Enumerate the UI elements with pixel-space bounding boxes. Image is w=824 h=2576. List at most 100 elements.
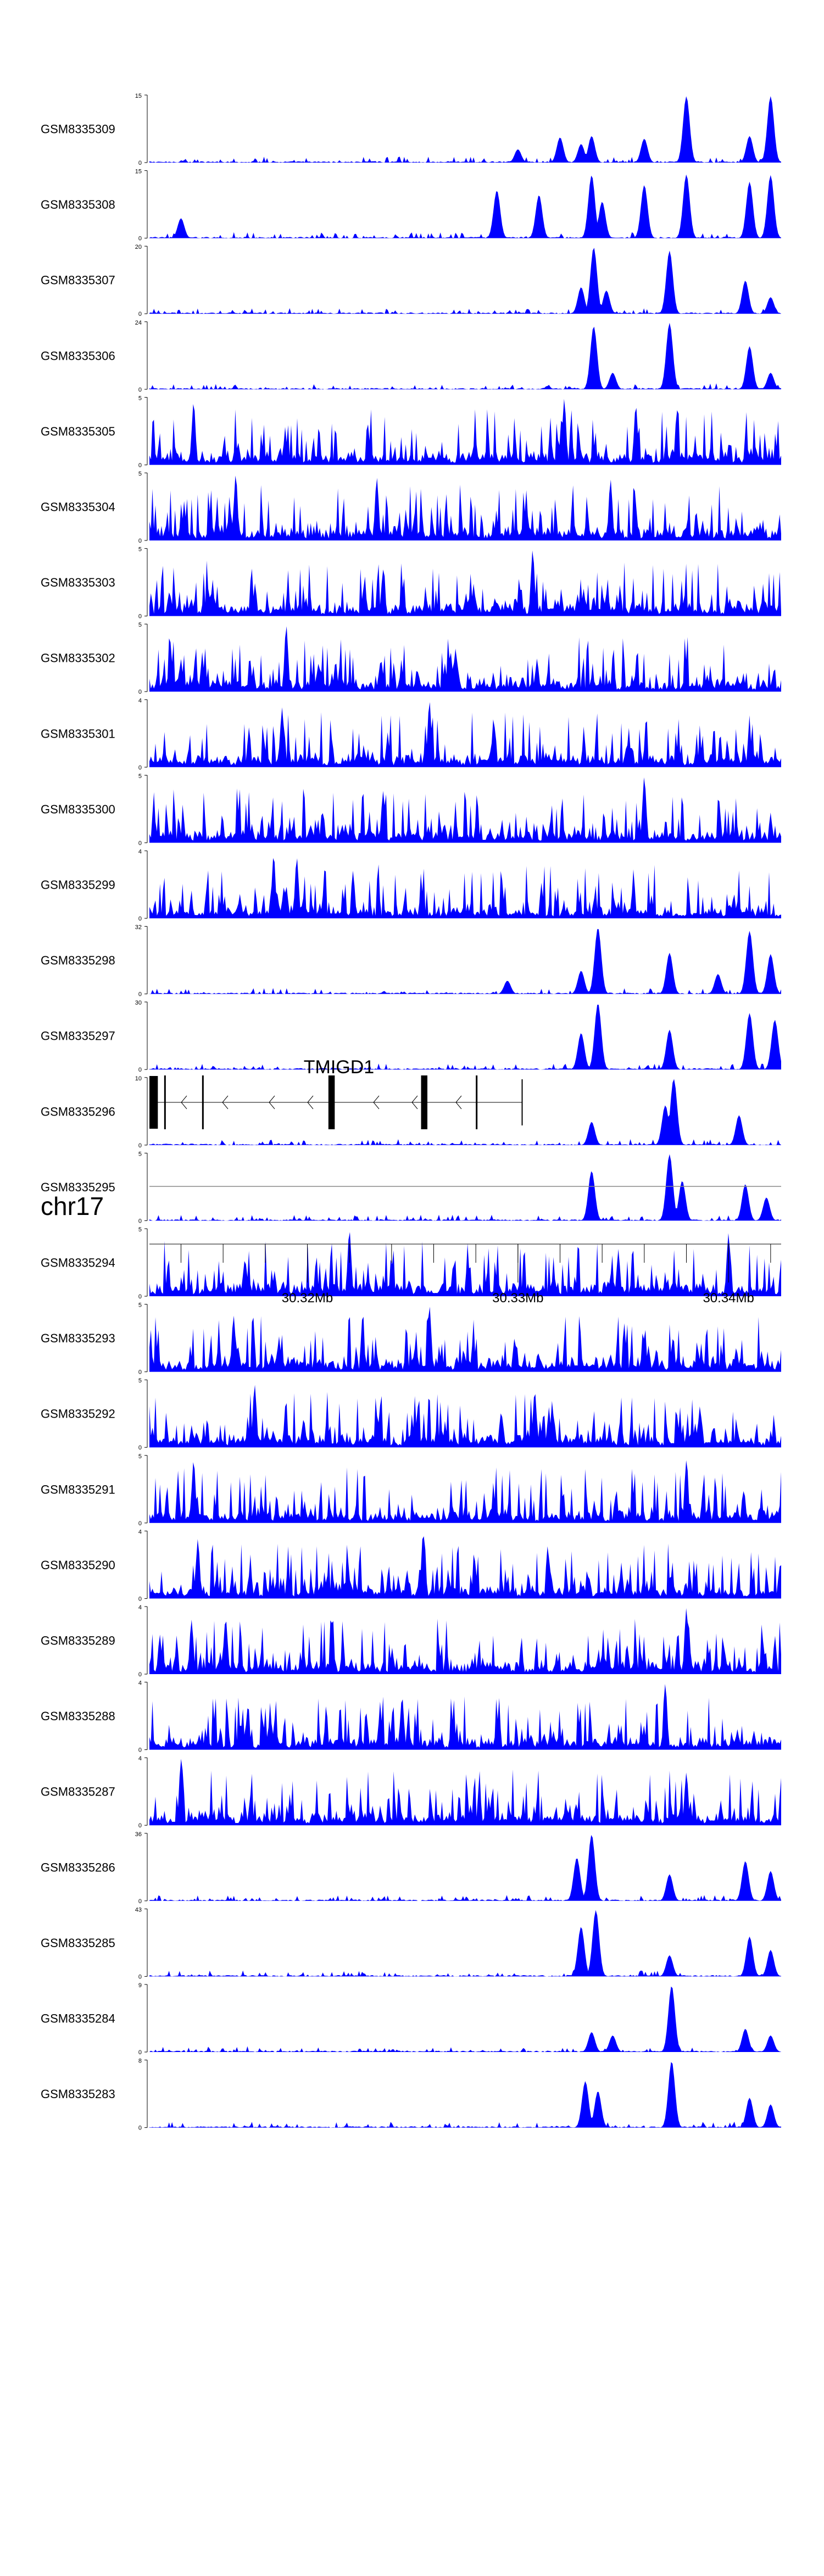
track-label: GSM8335304 [41, 500, 115, 514]
y-tick-label-max: 9 [138, 1982, 142, 1989]
y-tick-label-max: 5 [138, 622, 142, 628]
signal-area-GSM8335291 [149, 1460, 781, 1523]
y-tick-label-max: 30 [135, 1000, 142, 1006]
strand-arrow [307, 1095, 314, 1109]
y-tick-label-max: 10 [135, 1075, 142, 1082]
y-tick-label-max: 5 [138, 547, 142, 553]
y-tick-label-max: 5 [138, 1453, 142, 1460]
signal-area-GSM8335290 [149, 1536, 781, 1599]
y-tick-label-max: 4 [138, 698, 142, 704]
track-label: GSM8335305 [41, 425, 115, 438]
signal-area-GSM8335300 [149, 777, 781, 843]
signal-area-GSM8335308 [149, 174, 781, 238]
y-tick-label-min: 0 [138, 160, 142, 166]
track-label: GSM8335309 [41, 122, 115, 136]
y-tick-label-max: 15 [135, 169, 142, 175]
gene-exon [476, 1075, 478, 1129]
signal-area-GSM8335307 [149, 248, 781, 314]
signal-area-GSM8335305 [149, 399, 781, 465]
y-tick-label-max: 4 [138, 1529, 142, 1535]
strand-arrow [373, 1095, 380, 1109]
track-label: GSM8335285 [41, 1936, 115, 1950]
y-tick-label-max: 32 [135, 924, 142, 931]
y-tick-label-min: 0 [138, 1293, 142, 1300]
track-label: GSM8335289 [41, 1634, 115, 1648]
y-tick-label-min: 0 [138, 1218, 142, 1224]
y-tick-label-max: 5 [138, 1226, 142, 1233]
signal-area-GSM8335301 [149, 702, 781, 767]
signal-area-GSM8335286 [149, 1835, 781, 1901]
y-tick-label-min: 0 [138, 765, 142, 771]
track-label: GSM8335308 [41, 198, 115, 211]
y-tick-label-max: 20 [135, 244, 142, 250]
strand-arrow [411, 1095, 418, 1109]
signal-area-GSM8335309 [149, 96, 781, 163]
signal-area-GSM8335303 [149, 550, 781, 616]
track-label: GSM8335291 [41, 1482, 115, 1496]
gene-exon [421, 1075, 427, 1129]
gene-exon [328, 1075, 335, 1129]
track-label: GSM8335286 [41, 1860, 115, 1874]
y-tick-label-min: 0 [138, 538, 142, 544]
y-tick-label-min: 0 [138, 2049, 142, 2056]
y-tick-label-max: 5 [138, 1378, 142, 1384]
y-tick-label-min: 0 [138, 916, 142, 922]
y-tick-label-min: 0 [138, 1520, 142, 1527]
signal-area-GSM8335294 [149, 1232, 781, 1296]
y-tick-label-max: 24 [135, 320, 142, 326]
track-label: GSM8335283 [41, 2087, 115, 2101]
y-tick-label-min: 0 [138, 1596, 142, 1602]
y-tick-label-min: 0 [138, 1747, 142, 1754]
y-tick-label-max: 5 [138, 1302, 142, 1309]
track-label: GSM8335293 [41, 1331, 115, 1345]
signal-area-GSM8335296 [149, 1079, 781, 1145]
signal-area-GSM8335287 [149, 1759, 781, 1826]
signal-area-GSM8335306 [149, 322, 781, 389]
y-tick-label-min: 0 [138, 1067, 142, 1073]
y-tick-label-min: 0 [138, 840, 142, 846]
y-tick-label-max: 5 [138, 471, 142, 477]
y-tick-label-min: 0 [138, 991, 142, 998]
signal-area-GSM8335288 [149, 1684, 781, 1750]
signal-area-GSM8335299 [149, 858, 781, 918]
y-tick-label-max: 4 [138, 1680, 142, 1687]
signal-area-GSM8335285 [149, 1910, 781, 1977]
signal-area-GSM8335289 [149, 1608, 781, 1674]
y-tick-label-min: 0 [138, 614, 142, 620]
track-label: GSM8335292 [41, 1407, 115, 1421]
y-tick-label-min: 0 [138, 1445, 142, 1451]
y-tick-label-min: 0 [138, 1898, 142, 1905]
gene-exon [164, 1075, 166, 1129]
gene-exon [149, 1076, 158, 1129]
track-label: GSM8335303 [41, 576, 115, 589]
y-tick-label-max: 5 [138, 773, 142, 779]
signal-area-GSM8335292 [149, 1385, 781, 1448]
genome-axis-label: 30.34Mb [703, 1291, 754, 1306]
track-label: GSM8335288 [41, 1709, 115, 1723]
genome-axis-label: 30.32Mb [282, 1291, 333, 1306]
genome-axis-label: 30.33Mb [492, 1291, 543, 1306]
y-tick-label-max: 8 [138, 2058, 142, 2065]
signal-area-GSM8335293 [149, 1307, 781, 1372]
strand-arrow [181, 1095, 187, 1109]
track-label: GSM8335307 [41, 274, 115, 287]
chromosome-label: chr17 [41, 1192, 104, 1220]
y-tick-label-min: 0 [138, 1973, 142, 1980]
strand-arrow [455, 1095, 462, 1109]
y-tick-label-min: 0 [138, 1369, 142, 1376]
y-tick-label-min: 0 [138, 462, 142, 469]
track-label: GSM8335294 [41, 1256, 115, 1270]
signal-area-GSM8335284 [149, 1986, 781, 2052]
y-tick-label-min: 0 [138, 1671, 142, 1678]
signal-area-GSM8335304 [149, 475, 781, 540]
track-label: GSM8335306 [41, 349, 115, 363]
y-tick-label-min: 0 [138, 2125, 142, 2132]
signal-area-GSM8335298 [149, 929, 781, 994]
track-label: GSM8335298 [41, 954, 115, 967]
y-tick-label-max: 36 [135, 1831, 142, 1838]
y-tick-label-min: 0 [138, 236, 142, 242]
y-tick-label-min: 0 [138, 1822, 142, 1829]
y-tick-label-min: 0 [138, 1142, 142, 1149]
track-label: GSM8335290 [41, 1558, 115, 1572]
y-tick-label-max: 15 [135, 93, 142, 99]
